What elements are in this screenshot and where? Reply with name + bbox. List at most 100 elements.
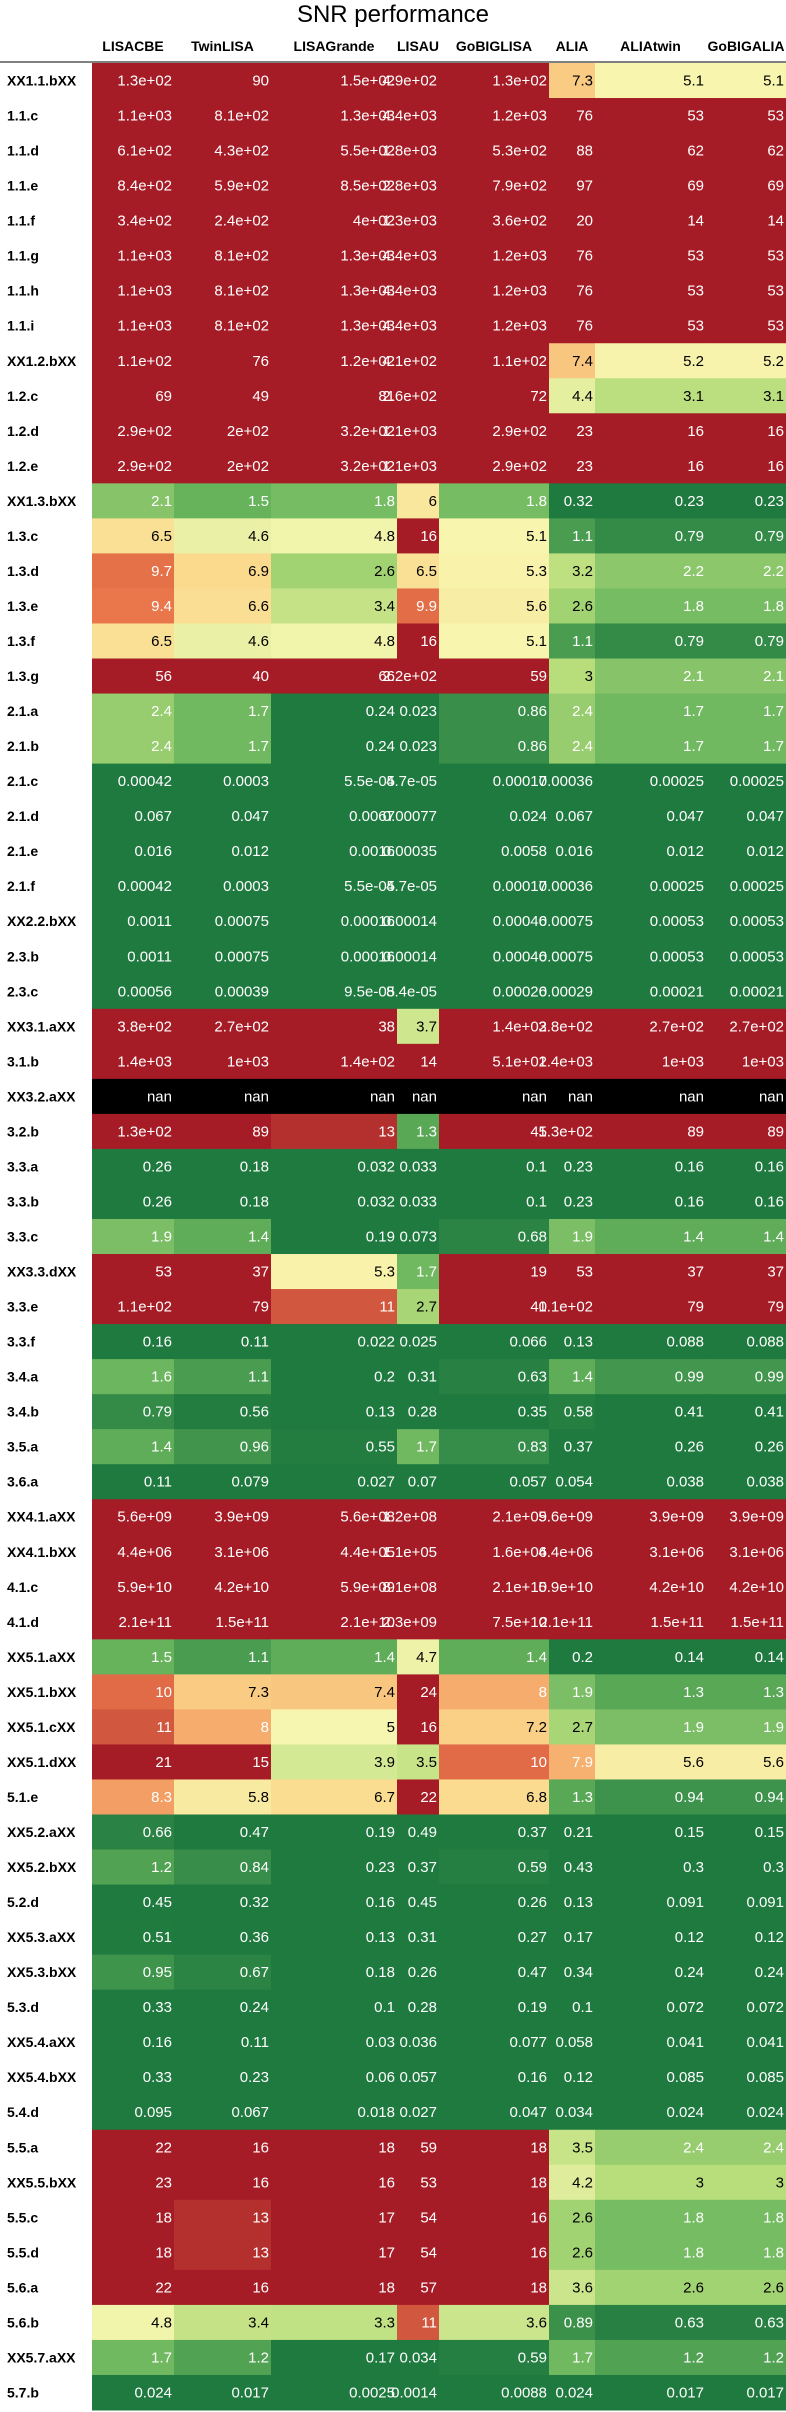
cell-value-label: 16 — [530, 2244, 547, 2261]
heatmap-cell — [397, 413, 440, 449]
cell-value-label: 2.8e+03 — [382, 178, 437, 195]
cell-value-label: 0.025 — [399, 1334, 437, 1351]
cell-value-label: 1.2 — [151, 1859, 172, 1876]
cell-value-label: 5.5e-05 — [344, 773, 395, 790]
cell-value-label: 4.2e+10 — [729, 1579, 784, 1596]
heatmap-cell — [397, 1744, 440, 1780]
heatmap-cell — [706, 1394, 786, 1430]
cell-value-label: 2.6 — [572, 2209, 593, 2226]
cell-value-label: 0.038 — [666, 1474, 704, 1491]
heatmap-cell — [271, 168, 398, 204]
heatmap-cell — [174, 343, 272, 379]
cell-value-label: 4.4e+03 — [382, 248, 437, 265]
heatmap-cell — [397, 833, 440, 870]
heatmap-cell — [706, 1569, 786, 1605]
cell-value-label: 1.3e+03 — [340, 108, 395, 125]
cell-value-label: 0.12 — [755, 1929, 784, 1946]
cell-value-label: 0.14 — [675, 1649, 704, 1666]
cell-value-label: 0.0067 — [349, 808, 395, 825]
cell-value-label: 13 — [252, 2209, 269, 2226]
cell-value-label: 0.057 — [399, 2069, 437, 2086]
heatmap-cell — [174, 1604, 272, 1640]
cell-value-label: 1.1e+03 — [117, 283, 172, 300]
cell-value-label: 1.2e+08 — [382, 1509, 437, 1526]
heatmap-cell — [439, 98, 550, 134]
heatmap-cell — [271, 833, 398, 870]
cell-value-label: 0.016 — [134, 843, 172, 860]
heatmap-cell — [271, 378, 398, 414]
heatmap-cell — [271, 1779, 398, 1815]
cell-value-label: 0.016 — [555, 843, 593, 860]
row-label: 1.3.g — [7, 668, 39, 684]
cell-value-label: 3.9 — [374, 1754, 395, 1771]
heatmap-cell — [706, 763, 786, 800]
cell-value-label: 0.00042 — [118, 878, 172, 895]
heatmap-cell — [439, 2129, 550, 2166]
cell-value-label: 0.56 — [240, 1404, 269, 1421]
heatmap-cell — [397, 308, 440, 344]
heatmap-cell — [271, 1989, 398, 2026]
cell-value-label: 1.7 — [248, 703, 269, 720]
cell-value-label: 11 — [156, 1719, 172, 1736]
heatmap-cell — [397, 1464, 440, 1500]
cell-value-label: 2.2e+02 — [382, 668, 437, 685]
heatmap-cell — [549, 658, 596, 695]
heatmap-cell — [706, 1989, 786, 2026]
cell-value-label: 0.067 — [231, 2104, 269, 2121]
cell-value-label: 1.9 — [683, 1719, 704, 1736]
cell-value-label: 0.00025 — [650, 878, 704, 895]
heatmap-cell — [706, 308, 786, 344]
cell-value-label: 1.3e+02 — [538, 1123, 593, 1140]
cell-value-label: 14 — [420, 1053, 437, 1070]
cell-value-label: nan — [412, 1088, 437, 1105]
heatmap-cell — [439, 2234, 550, 2271]
cell-value-label: 0.024 — [555, 2384, 593, 2401]
heatmap-cells: 1.3e+02 90 1.5e+024.9e+02 1.3e+02 7.3 5.1 5.1 1… — [92, 63, 786, 2411]
heatmap-cell — [549, 1148, 596, 1185]
heatmap-cell — [595, 1464, 707, 1500]
cell-value-label: 1.3 — [763, 1684, 784, 1701]
heatmap-cell — [595, 1989, 707, 2026]
heatmap-cell — [174, 483, 272, 519]
column-label-twinlisa: TwinLISA — [191, 38, 254, 54]
cell-value-label: 1.4 — [572, 1369, 593, 1386]
heatmap-cell — [174, 553, 272, 589]
heatmap-cell — [271, 238, 398, 274]
heatmap-cell — [595, 133, 707, 169]
cell-value-label: 3 — [696, 2174, 704, 2191]
cell-value-label: 0.63 — [675, 2314, 704, 2331]
heatmap-cell — [174, 1849, 272, 1886]
heatmap-cell — [549, 413, 596, 449]
cell-value-label: 0.49 — [408, 1824, 437, 1841]
heatmap-cell — [595, 1394, 707, 1430]
cell-value-label: 0.03 — [366, 2034, 395, 2051]
heatmap-cell — [271, 98, 398, 134]
heatmap-cell — [595, 98, 707, 134]
cell-value-label: 0.26 — [518, 1894, 547, 1911]
heatmap-cell — [549, 1429, 596, 1465]
row-label: XX5.1.cXX — [7, 1719, 76, 1735]
cell-value-label: 1.1 — [572, 528, 593, 545]
cell-value-label: 79 — [687, 1299, 704, 1316]
heatmap-cell — [271, 2059, 398, 2096]
cell-value-label: 0.33 — [143, 2069, 172, 2086]
cell-value-label: 5 — [387, 1719, 395, 1736]
row-labels: XX1.1.bXX 1.1.c 1.1.d 1.1.e 1.1.f 1.1.g 1.1.h 1… — [7, 73, 77, 2401]
cell-value-label: 1.3e+03 — [382, 213, 437, 230]
heatmap-cell — [439, 308, 550, 344]
heatmap-cell — [271, 2094, 398, 2131]
cell-value-label: 0.023 — [399, 703, 437, 720]
heatmap-cell — [439, 588, 550, 624]
heatmap-cell — [92, 2199, 175, 2236]
heatmap-cell — [549, 1849, 596, 1886]
heatmap-cell — [439, 1499, 550, 1535]
cell-value-label: 81 — [378, 388, 395, 405]
cell-value-label: 0.012 — [231, 843, 269, 860]
row-label: XX1.3.bXX — [7, 493, 77, 509]
heatmap-cell — [92, 868, 175, 905]
heatmap-cell — [439, 2199, 550, 2236]
cell-value-label: 49 — [252, 388, 269, 405]
heatmap-cell — [397, 1113, 440, 1150]
cell-value-label: 0.79 — [143, 1404, 172, 1421]
cell-value-label: 0.088 — [746, 1334, 784, 1351]
